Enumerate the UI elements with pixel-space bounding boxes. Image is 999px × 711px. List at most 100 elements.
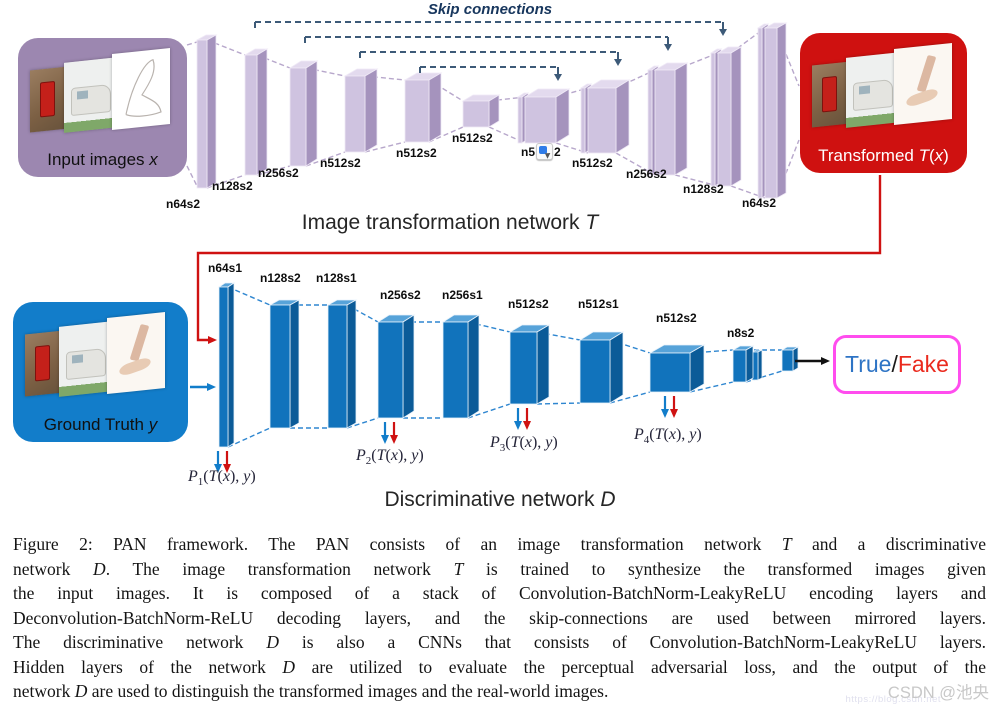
t-block-10-side bbox=[776, 22, 787, 199]
t-skip-slab-front bbox=[580, 87, 586, 154]
caption-line: Hidden layers of the network D are utili… bbox=[13, 656, 986, 677]
red-arrowhead bbox=[208, 336, 217, 344]
shoe-photo bbox=[894, 42, 952, 126]
funnel-line bbox=[609, 339, 651, 354]
funnel-line bbox=[346, 417, 379, 429]
discriminative-network-title: Discriminative network D bbox=[384, 488, 616, 511]
ground-truth-label: Ground Truth y bbox=[43, 415, 158, 434]
d-block-7-side bbox=[689, 344, 705, 393]
funnel-line bbox=[536, 331, 581, 341]
transformed-to-d-connector bbox=[196, 175, 882, 342]
t-skip-slab-front bbox=[647, 69, 653, 176]
funnel-line bbox=[256, 165, 291, 176]
t-block-label: n128s2 bbox=[683, 182, 724, 196]
funnel-line bbox=[206, 174, 246, 189]
d-block-8-side bbox=[745, 345, 754, 383]
funnel-line bbox=[467, 403, 511, 419]
t-block-label: n5 2 bbox=[521, 143, 561, 160]
d-block-4-side bbox=[467, 314, 480, 419]
funnel-line bbox=[186, 165, 198, 187]
csdn-watermark: CSDN @池央 bbox=[887, 684, 989, 702]
caption-line: the input images. It is composed of a st… bbox=[13, 583, 986, 603]
fake-label: Fake bbox=[897, 351, 949, 377]
t-block-label: n512s2 bbox=[572, 156, 613, 170]
d-block-9-front bbox=[781, 349, 794, 372]
d-block-5-front bbox=[509, 331, 538, 405]
t-block-label: n128s2 bbox=[212, 179, 253, 193]
d-companion-slab-side bbox=[757, 349, 763, 381]
t-block-4-front bbox=[404, 79, 430, 143]
translate-popup-icon bbox=[536, 143, 554, 160]
d-block-6-side bbox=[609, 331, 624, 404]
t-block-label: n64s2 bbox=[742, 196, 777, 210]
t-block-8-side bbox=[674, 62, 688, 176]
t-block-0-front bbox=[196, 39, 208, 189]
funnel-line bbox=[689, 381, 734, 393]
d-block-1-front bbox=[269, 304, 291, 429]
network-diagram-canvas bbox=[186, 21, 882, 473]
figure-caption: Figure 2: PAN framework. The PAN consist… bbox=[13, 532, 986, 704]
d-block-6-front bbox=[579, 339, 611, 404]
t-block-2-front bbox=[289, 67, 307, 167]
input-images-box: Input images x bbox=[18, 38, 187, 177]
t-block-9-side bbox=[730, 46, 742, 187]
t-block-5-side bbox=[488, 94, 500, 128]
true-label: True bbox=[845, 351, 892, 377]
d-block-label: n64s1 bbox=[208, 261, 243, 275]
d-block-3-front bbox=[377, 321, 404, 419]
funnel-line bbox=[364, 75, 406, 81]
funnel-line bbox=[689, 349, 734, 354]
skip-arrowhead bbox=[554, 74, 562, 81]
t-block-1-front bbox=[244, 54, 258, 176]
caption-line: Deconvolution-BatchNorm-ReLU decoding la… bbox=[13, 607, 986, 628]
t-block-label: n256s2 bbox=[626, 167, 667, 181]
transform-network-title: Image transformation network T bbox=[301, 211, 599, 234]
p2-red-arrow-head bbox=[390, 435, 398, 444]
watermark-url: https://blog.csdn.net bbox=[845, 694, 941, 705]
funnel-line bbox=[256, 54, 291, 69]
p1-blue-arrow-head bbox=[214, 464, 222, 473]
transformed-output-box: Transformed T(x) bbox=[800, 33, 967, 173]
d-block-label: n512s1 bbox=[578, 297, 619, 311]
funnel-line bbox=[428, 126, 464, 143]
t-skip-slab-front bbox=[517, 96, 523, 144]
funnel-line bbox=[609, 391, 651, 404]
d-block-3-side bbox=[402, 314, 415, 419]
funnel-line bbox=[206, 39, 246, 56]
d-block-label: n512s2 bbox=[656, 311, 697, 325]
funnel-line bbox=[186, 41, 198, 46]
p3-blue-arrow-head bbox=[514, 421, 522, 430]
d-block-8-front bbox=[732, 349, 747, 383]
ground-truth-box: Ground Truth y bbox=[13, 302, 188, 442]
ground-truth-arrow-head bbox=[207, 383, 216, 391]
slash-separator: / bbox=[891, 351, 898, 377]
output-arrow-head bbox=[821, 357, 830, 365]
d-block-label: n256s2 bbox=[380, 288, 421, 302]
skip-arrowhead bbox=[614, 59, 622, 66]
t-block-10-front bbox=[764, 27, 778, 199]
t-block-8-front bbox=[654, 69, 676, 176]
caption-line: network D. The image transformation netw… bbox=[13, 558, 986, 579]
p4-blue-arrow-head bbox=[661, 409, 669, 418]
t-block-3-side bbox=[364, 68, 378, 153]
funnel-line bbox=[305, 151, 346, 167]
funnel-line bbox=[364, 141, 406, 153]
d-block-label: n128s1 bbox=[316, 271, 357, 285]
t-block-label: n64s2 bbox=[166, 197, 201, 211]
t-block-3-front bbox=[344, 75, 366, 153]
input-images-label: Input images x bbox=[47, 150, 158, 169]
true-fake-output-box: True / Fake bbox=[833, 335, 961, 394]
d-block-5-side bbox=[536, 324, 550, 405]
d-block-2-front bbox=[327, 304, 348, 429]
d-block-1-side bbox=[289, 299, 300, 429]
d-block-label: n512s2 bbox=[508, 297, 549, 311]
t-block-1-side bbox=[256, 48, 268, 176]
caption-line: network D are used to distinguish the tr… bbox=[13, 681, 609, 701]
t-block-9-front bbox=[717, 52, 732, 187]
camper-van-photo bbox=[64, 57, 118, 133]
skip-connections-label: Skip connections bbox=[427, 1, 553, 18]
d-block-4-front bbox=[442, 321, 469, 419]
p3-red-arrow-head bbox=[523, 421, 531, 430]
funnel-line bbox=[488, 96, 526, 102]
